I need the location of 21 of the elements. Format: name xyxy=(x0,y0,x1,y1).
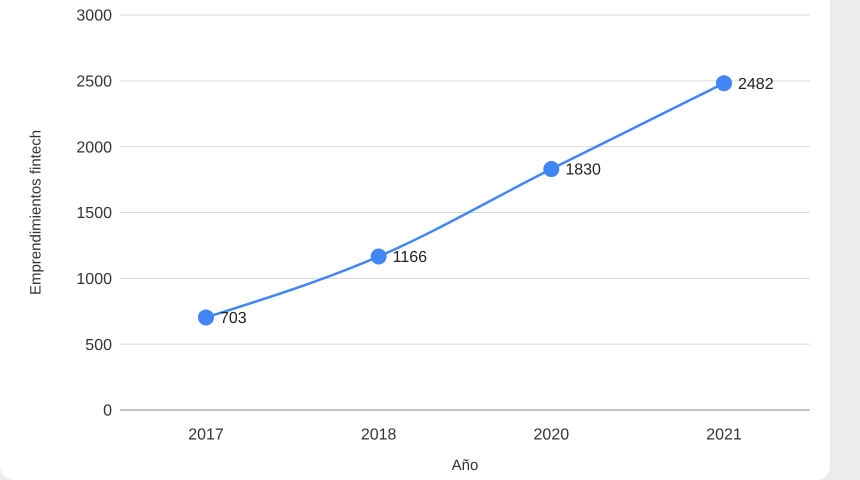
x-tick-label: 2021 xyxy=(706,426,742,444)
x-tick-label: 2020 xyxy=(534,426,570,444)
point xyxy=(543,161,560,178)
y-tick-label: 500 xyxy=(85,336,112,354)
data-label: 2482 xyxy=(738,76,774,93)
x-tick-label: 2017 xyxy=(188,426,224,444)
data-label: 703 xyxy=(220,310,247,328)
y-tick-label: 3000 xyxy=(76,8,112,25)
y-tick-label: 0 xyxy=(103,402,112,420)
x-axis-title: Año xyxy=(452,457,478,474)
y-tick-label: 2500 xyxy=(76,74,112,91)
point xyxy=(198,309,214,326)
data-label: 1166 xyxy=(392,249,428,266)
point xyxy=(370,248,387,264)
y-tick-label: 2000 xyxy=(76,139,112,156)
y-axis-title: Emprendimientos fintech xyxy=(27,130,44,296)
y-tick-label: 1000 xyxy=(76,271,112,288)
y-tick-label: 1500 xyxy=(76,205,112,222)
x-tick-label: 2018 xyxy=(360,426,397,444)
point xyxy=(716,75,732,92)
data-label: 1830 xyxy=(565,162,602,179)
